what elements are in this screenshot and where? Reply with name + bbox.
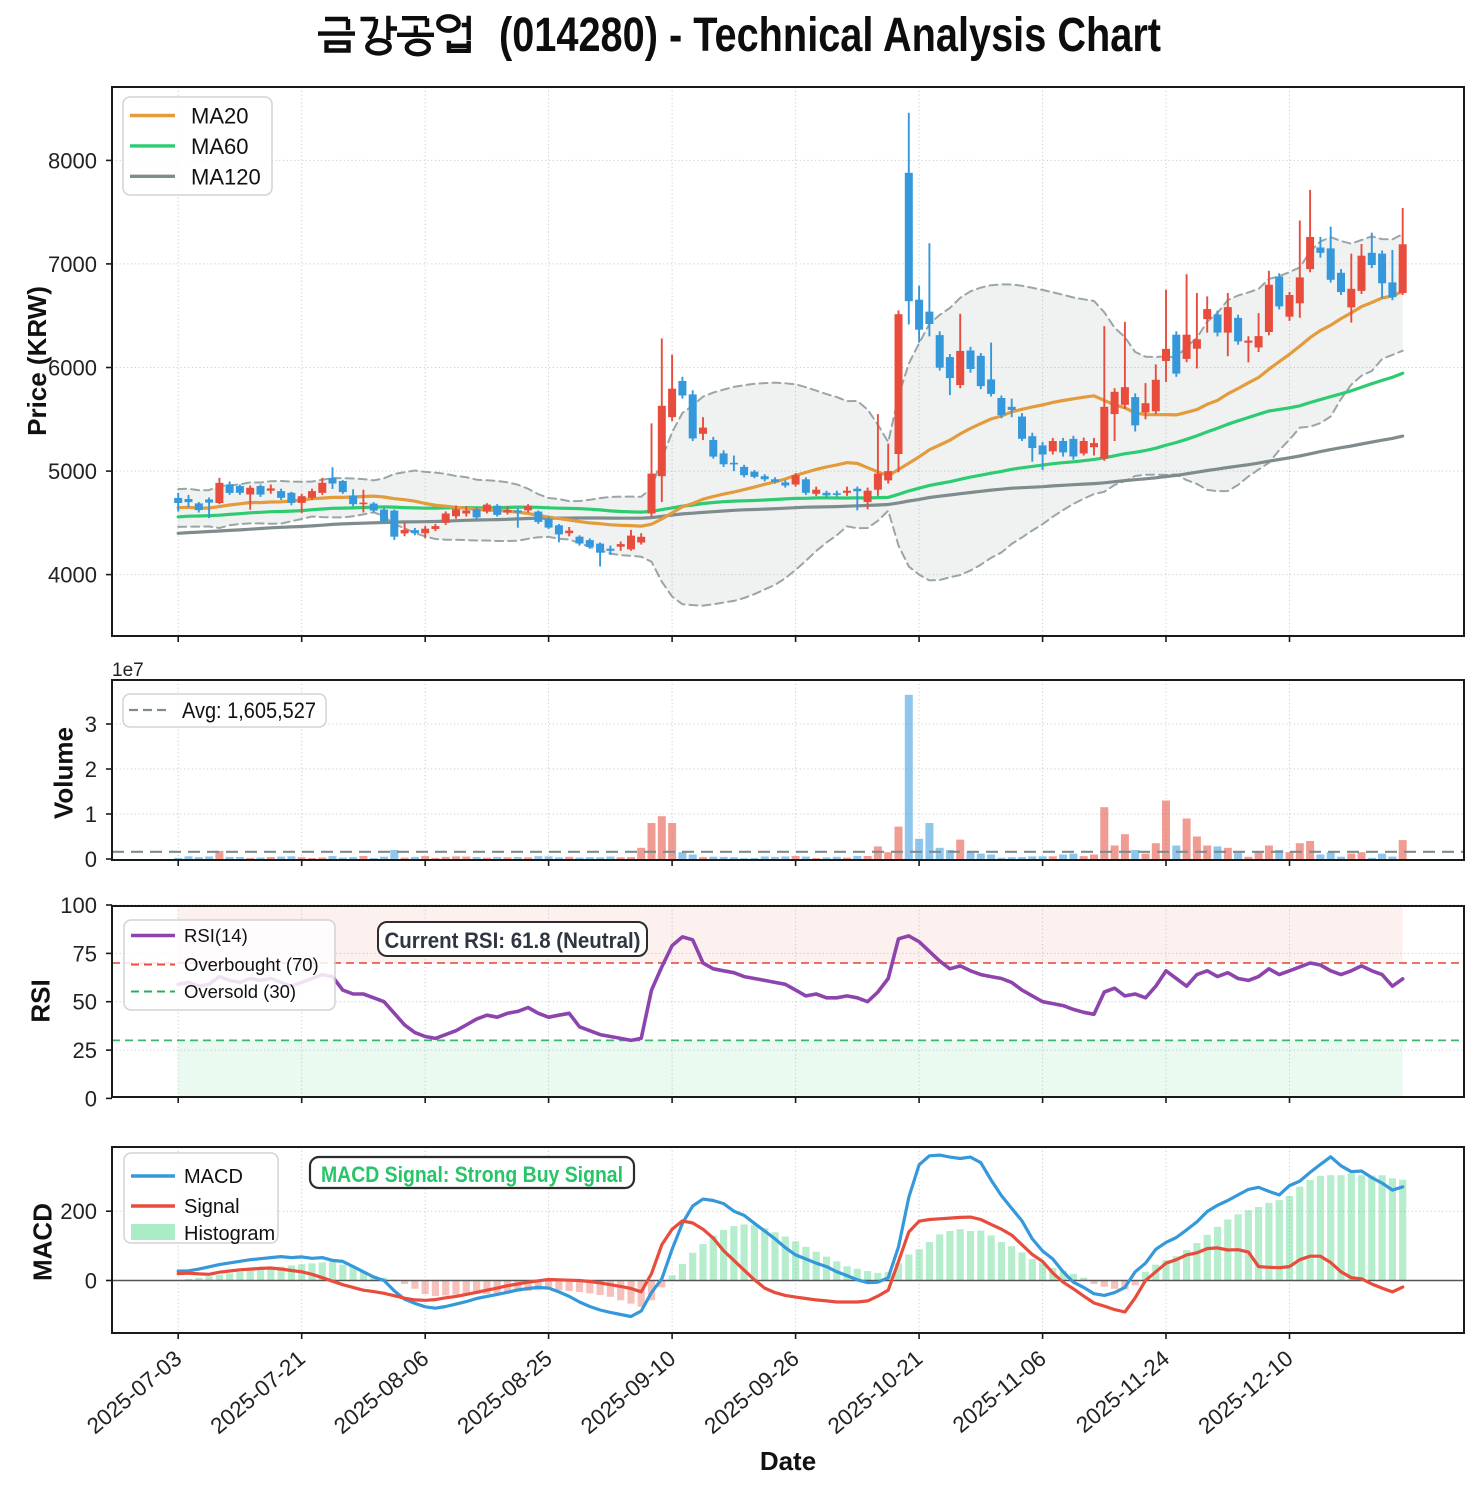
svg-text:25: 25 (73, 1038, 97, 1063)
svg-text:6000: 6000 (48, 356, 97, 381)
svg-text:MACD: MACD (28, 1203, 58, 1281)
svg-text:5000: 5000 (48, 459, 97, 484)
svg-text:Date: Date (760, 1446, 816, 1476)
svg-text:7000: 7000 (48, 252, 97, 277)
svg-text:4000: 4000 (48, 563, 97, 588)
svg-text:200: 200 (60, 1199, 97, 1224)
svg-text:Volume: Volume (49, 727, 79, 819)
svg-text:Signal: Signal (184, 1196, 240, 1218)
svg-text:1: 1 (85, 802, 97, 827)
svg-text:Price (KRW): Price (KRW) (22, 286, 52, 436)
svg-text:1e7: 1e7 (112, 660, 144, 681)
svg-text:Current RSI: 61.8 (Neutral): Current RSI: 61.8 (Neutral) (385, 928, 641, 953)
svg-text:100: 100 (60, 893, 97, 918)
svg-text:3: 3 (85, 712, 97, 737)
svg-text:(014280) - Technical Analysis: (014280) - Technical Analysis Chart (499, 9, 1161, 62)
svg-text:MACD: MACD (184, 1166, 243, 1188)
svg-text:2: 2 (85, 757, 97, 782)
svg-text:0: 0 (85, 847, 97, 872)
svg-text:0: 0 (85, 1086, 97, 1111)
svg-text:RSI: RSI (26, 979, 56, 1022)
svg-text:Oversold (30): Oversold (30) (184, 981, 296, 1002)
svg-text:MA60: MA60 (191, 134, 248, 159)
svg-text:0: 0 (85, 1269, 97, 1294)
svg-text:Overbought (70): Overbought (70) (184, 954, 319, 975)
svg-text:8000: 8000 (48, 148, 97, 173)
svg-text:75: 75 (73, 941, 97, 966)
svg-text:MACD Signal: Strong Buy Signal: MACD Signal: Strong Buy Signal (321, 1162, 623, 1187)
svg-text:Avg: 1,605,527: Avg: 1,605,527 (182, 698, 316, 723)
svg-text:MA120: MA120 (191, 164, 261, 189)
svg-text:RSI(14): RSI(14) (184, 925, 248, 946)
svg-text:MA20: MA20 (191, 104, 248, 129)
svg-text:Histogram: Histogram (184, 1223, 275, 1245)
svg-text:50: 50 (73, 990, 97, 1015)
